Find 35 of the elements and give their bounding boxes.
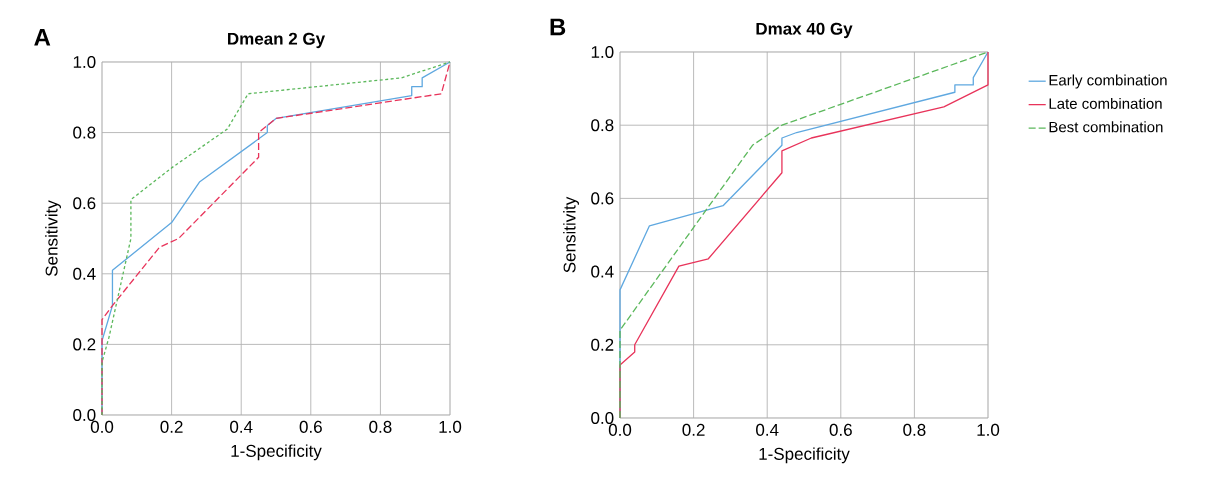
- y-tick-label: 0.0: [73, 408, 96, 422]
- chart-title: Dmax 40 Gy: [756, 22, 853, 39]
- x-tick-label: 0.8: [903, 423, 926, 436]
- x-tick-label: 1.0: [439, 420, 462, 433]
- y-axis-title: Sensitivity: [563, 196, 579, 273]
- x-axis-title: 1-Specificity: [231, 444, 322, 461]
- x-tick-label: 1.0: [977, 423, 1000, 436]
- y-tick-label: 0.2: [73, 338, 96, 351]
- legend-label: Early combination: [1049, 74, 1167, 89]
- y-axis-title: Sensitivity: [45, 200, 61, 276]
- y-tick-label: 0.4: [591, 265, 614, 278]
- x-tick-label: 0.2: [160, 420, 183, 433]
- x-tick-label: 0.8: [369, 420, 392, 433]
- legend-label: Best combination: [1049, 121, 1163, 133]
- x-tick-label: 0.0: [90, 420, 114, 433]
- y-tick-label: 0.8: [73, 126, 96, 139]
- y-tick-label: 1.0: [73, 55, 96, 69]
- line-series: [101, 61, 451, 416]
- y-tick-label: 0.4: [73, 267, 96, 280]
- y-tick-label: 1.0: [591, 45, 614, 59]
- chart-title: Dmean 2 Gy: [228, 32, 326, 49]
- x-axis-title: 1-Specificity: [759, 447, 850, 464]
- y-tick-label: 0.6: [73, 197, 96, 210]
- x-tick-label: 0.4: [756, 423, 779, 436]
- text: B: [550, 18, 566, 36]
- legend-label: Late combination: [1049, 97, 1162, 109]
- y-tick-label: 0.8: [591, 119, 614, 132]
- y-tick-label: 0.2: [591, 338, 614, 351]
- x-tick-label: 0.0: [608, 423, 632, 436]
- y-tick-label: 0.6: [591, 192, 614, 205]
- x-tick-label: 0.6: [829, 423, 852, 436]
- text: A: [34, 29, 51, 46]
- x-tick-label: 0.6: [299, 420, 322, 433]
- x-tick-label: 0.4: [230, 420, 253, 433]
- x-tick-label: 0.2: [682, 423, 705, 436]
